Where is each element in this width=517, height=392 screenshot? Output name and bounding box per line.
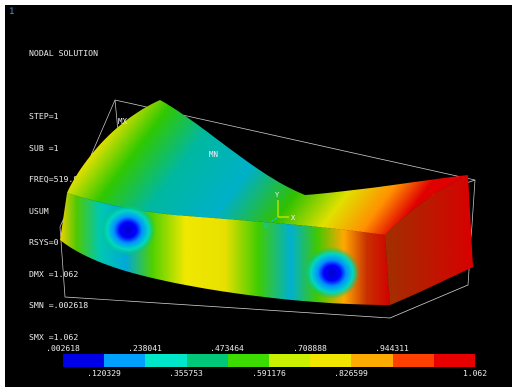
deformed-shape-plot: Y X Z <box>59 99 476 319</box>
legend-segment <box>63 354 105 367</box>
min-marker-label: MN <box>209 150 219 159</box>
top-surface <box>67 100 468 235</box>
max-marker-label: MX <box>118 117 128 126</box>
info-smn: SMN =.002618 <box>29 300 89 310</box>
info-freq: FREQ=519.922 <box>29 174 89 184</box>
window-number: 1 <box>9 7 15 17</box>
legend-tick-upper: .944311 <box>375 344 409 353</box>
legend-segment <box>186 354 228 367</box>
legend-segment <box>310 354 352 367</box>
triad-z-label: Z <box>264 222 268 229</box>
triad-x-label: X <box>291 214 296 222</box>
legend-segment <box>433 354 476 367</box>
legend-segment <box>227 354 270 367</box>
legend-tick-lower: .826599 <box>334 369 368 378</box>
min-spot-left <box>100 204 156 256</box>
info-rsys: RSYS=0 <box>29 237 59 247</box>
right-end-face <box>385 175 473 305</box>
contour-legend-bar <box>63 354 476 367</box>
legend-tick-lower: .591176 <box>252 369 286 378</box>
triad-y-label: Y <box>275 191 280 199</box>
info-smx: SMX =1.062 <box>29 331 79 342</box>
legend-tick-lower: 1.062 <box>462 369 488 378</box>
info-step: STEP=1 <box>29 111 59 121</box>
legend-tick-lower: .355753 <box>169 369 203 378</box>
legend-segment <box>392 354 434 367</box>
legend-segment <box>351 354 393 367</box>
info-sub: SUB =1 <box>29 142 59 153</box>
legend-tick-upper: .002618 <box>46 344 80 353</box>
legend-segment <box>269 354 311 367</box>
legend-tick-lower: .120329 <box>87 369 121 378</box>
legend-tick-upper: .473464 <box>210 344 244 353</box>
legend-tick-upper: .238041 <box>128 344 162 353</box>
coordinate-triad: Y X Z <box>264 191 296 229</box>
min-spot-right <box>304 247 360 299</box>
legend-segment <box>145 354 187 367</box>
graphics-window[interactable]: 1 NODAL SOLUTION STEP=1 SUB =1 FREQ=519.… <box>5 5 512 387</box>
legend-tick-upper: .708888 <box>293 344 327 353</box>
legend-segment <box>104 354 146 367</box>
info-title: NODAL SOLUTION <box>29 48 99 58</box>
